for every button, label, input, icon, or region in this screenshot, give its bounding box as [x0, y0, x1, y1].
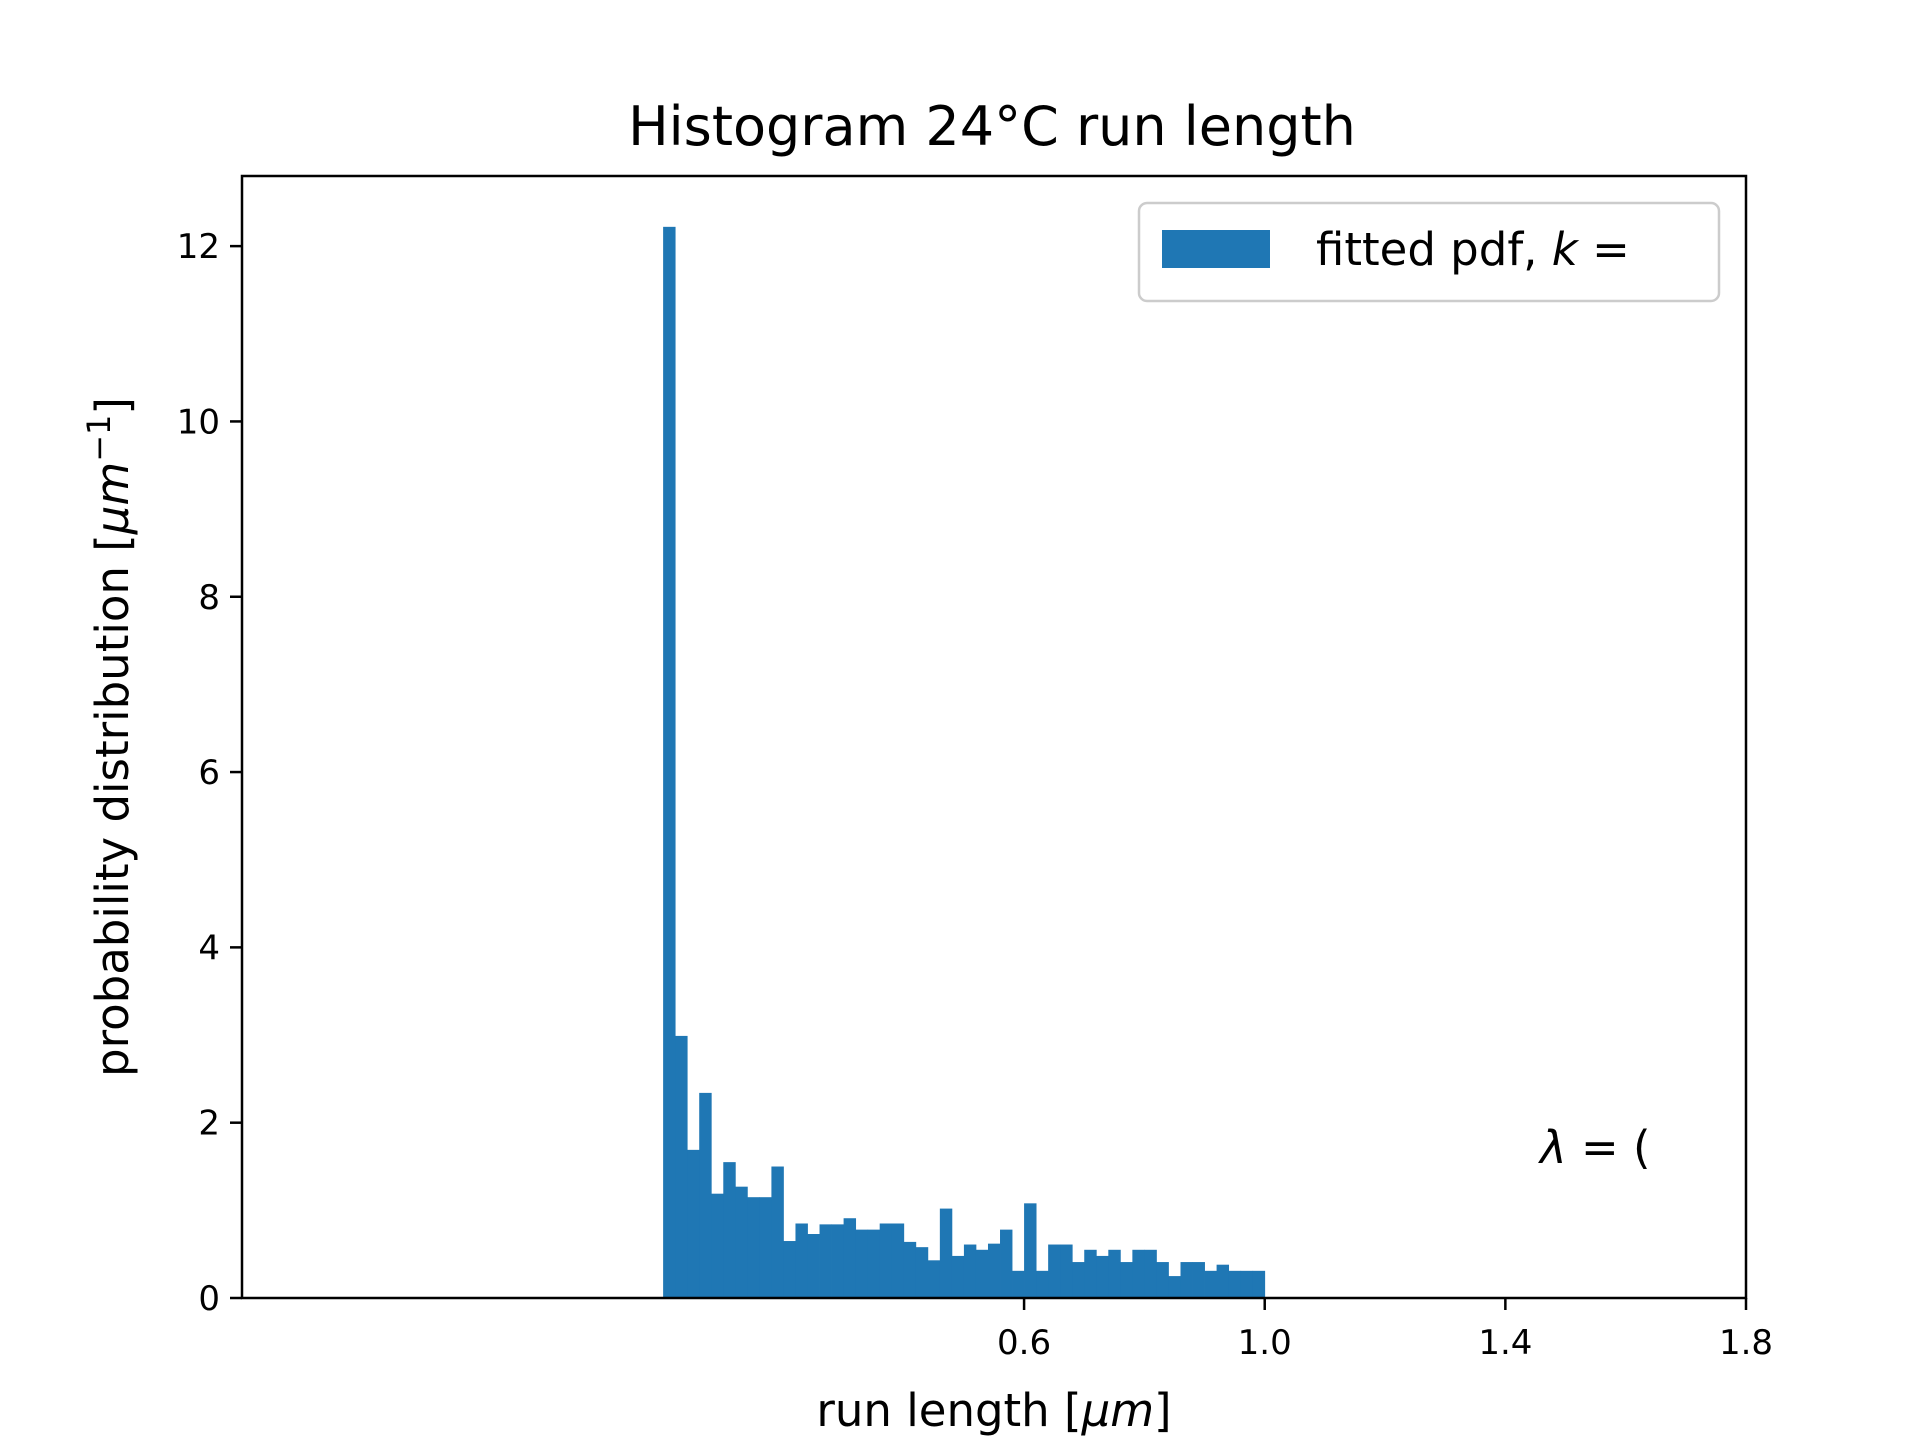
- histogram-bar: [1168, 1276, 1181, 1298]
- histogram-bar: [1192, 1262, 1205, 1298]
- y-axis: 0 2 4 6 8 10 12: [177, 227, 242, 1319]
- histogram-bar: [975, 1249, 989, 1298]
- histogram-bar: [879, 1223, 893, 1298]
- histogram-bar: [987, 1243, 1001, 1298]
- y-tick-label: 6: [198, 753, 220, 793]
- histogram-bar: [759, 1197, 772, 1298]
- histogram-bar: [1132, 1249, 1145, 1298]
- histogram-bar: [747, 1197, 760, 1298]
- legend-box: [1137, 201, 1721, 303]
- histogram-bar: [1240, 1270, 1254, 1298]
- legend: fitted pdf, k =: [1137, 201, 1721, 303]
- histogram-bar: [831, 1224, 844, 1298]
- histogram-bar: [891, 1223, 905, 1298]
- histogram-bar: [1048, 1244, 1061, 1298]
- histogram-bar: [1060, 1244, 1073, 1298]
- histogram-bar: [687, 1149, 700, 1298]
- histogram-bar: [1180, 1262, 1193, 1298]
- y-axis-label: probability distribution [μm−1]: [80, 397, 139, 1077]
- histogram-bar: [1156, 1262, 1169, 1298]
- histogram-bar: [927, 1260, 941, 1298]
- histogram-bar: [819, 1224, 832, 1298]
- x-tick-label: 1.4: [1478, 1323, 1532, 1363]
- y-tick-label: 10: [177, 402, 220, 442]
- y-tick-label: 12: [177, 227, 220, 267]
- y-tick-label: 8: [198, 578, 220, 618]
- histogram-bar: [699, 1092, 712, 1298]
- x-axis: 0.6 1.0 1.4 1.8: [997, 1298, 1773, 1363]
- histogram-bar: [903, 1241, 917, 1298]
- histogram-bars: [663, 226, 1266, 1299]
- legend-label: fitted pdf, k =: [1316, 223, 1630, 276]
- x-axis-label-unit: μm: [1081, 1384, 1154, 1437]
- y-tick-label: 4: [198, 928, 220, 968]
- histogram-bar: [1012, 1270, 1025, 1298]
- histogram-bar: [1108, 1249, 1121, 1298]
- x-axis-label: run length [μm]: [816, 1384, 1171, 1437]
- histogram-bar: [951, 1255, 965, 1298]
- histogram-bar: [783, 1241, 796, 1298]
- y-tick-label: 2: [198, 1104, 220, 1144]
- histogram-bar: [1072, 1262, 1085, 1298]
- histogram-bar: [855, 1229, 869, 1298]
- histogram-bar: [711, 1193, 724, 1298]
- histogram-bar: [843, 1218, 857, 1298]
- histogram-bar: [867, 1229, 881, 1298]
- histogram-bar: [1120, 1262, 1133, 1298]
- histogram-bar: [1228, 1270, 1242, 1298]
- x-tick-label: 1.8: [1719, 1323, 1773, 1363]
- histogram-bar: [1096, 1255, 1109, 1298]
- x-tick-label: 1.0: [1238, 1323, 1292, 1363]
- histogram-bar: [915, 1247, 929, 1298]
- chart-title: Histogram 24°C run length: [628, 95, 1356, 158]
- legend-swatch: [1162, 230, 1270, 268]
- histogram-bar: [963, 1244, 977, 1298]
- histogram-bar: [735, 1186, 748, 1298]
- histogram-bar: [807, 1234, 820, 1298]
- histogram-bar: [1024, 1203, 1037, 1298]
- plot-frame: [240, 174, 1748, 1300]
- histogram-bar: [771, 1166, 784, 1298]
- histogram-bar: [723, 1162, 736, 1298]
- histogram-bar: [1000, 1229, 1013, 1298]
- histogram-bar: [1252, 1270, 1266, 1298]
- histogram-bar: [1216, 1264, 1230, 1298]
- histogram-bar: [1036, 1270, 1049, 1298]
- histogram-bar: [663, 226, 676, 1299]
- histogram-bar: [1084, 1249, 1097, 1298]
- x-tick-label: 0.6: [997, 1323, 1051, 1363]
- histogram-bar: [939, 1208, 953, 1298]
- y-tick-label: 0: [198, 1279, 220, 1319]
- histogram-bar: [675, 1035, 688, 1298]
- histogram-bar: [795, 1223, 808, 1298]
- lambda-annotation: λ = (: [1538, 1121, 1651, 1174]
- histogram-bar: [1144, 1249, 1157, 1298]
- histogram-bar: [1204, 1270, 1217, 1298]
